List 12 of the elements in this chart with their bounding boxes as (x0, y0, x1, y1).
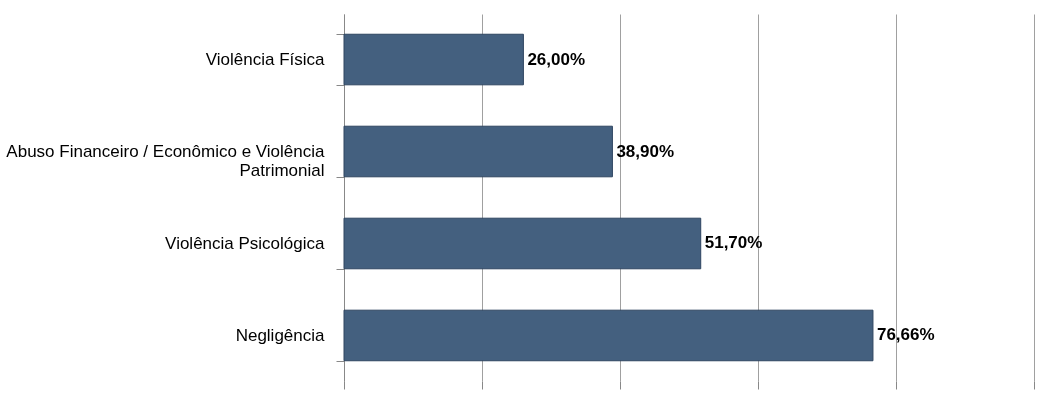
y-tick-label: Negligência (235, 325, 326, 345)
data-label: 26,00% (527, 49, 586, 69)
bar (343, 309, 874, 362)
bar (343, 217, 702, 270)
data-label: 76,66% (876, 325, 935, 345)
bar (343, 33, 524, 86)
y-tick-label: Violência Psicológica (165, 233, 326, 253)
data-label: 51,70% (704, 233, 763, 253)
data-label: 38,90% (616, 141, 675, 161)
y-tick-label: Abuso Financeiro / Econômico e Violência Patrimonial (6, 142, 326, 181)
bar (343, 125, 613, 178)
y-tick-label: Violência Física (205, 50, 326, 70)
